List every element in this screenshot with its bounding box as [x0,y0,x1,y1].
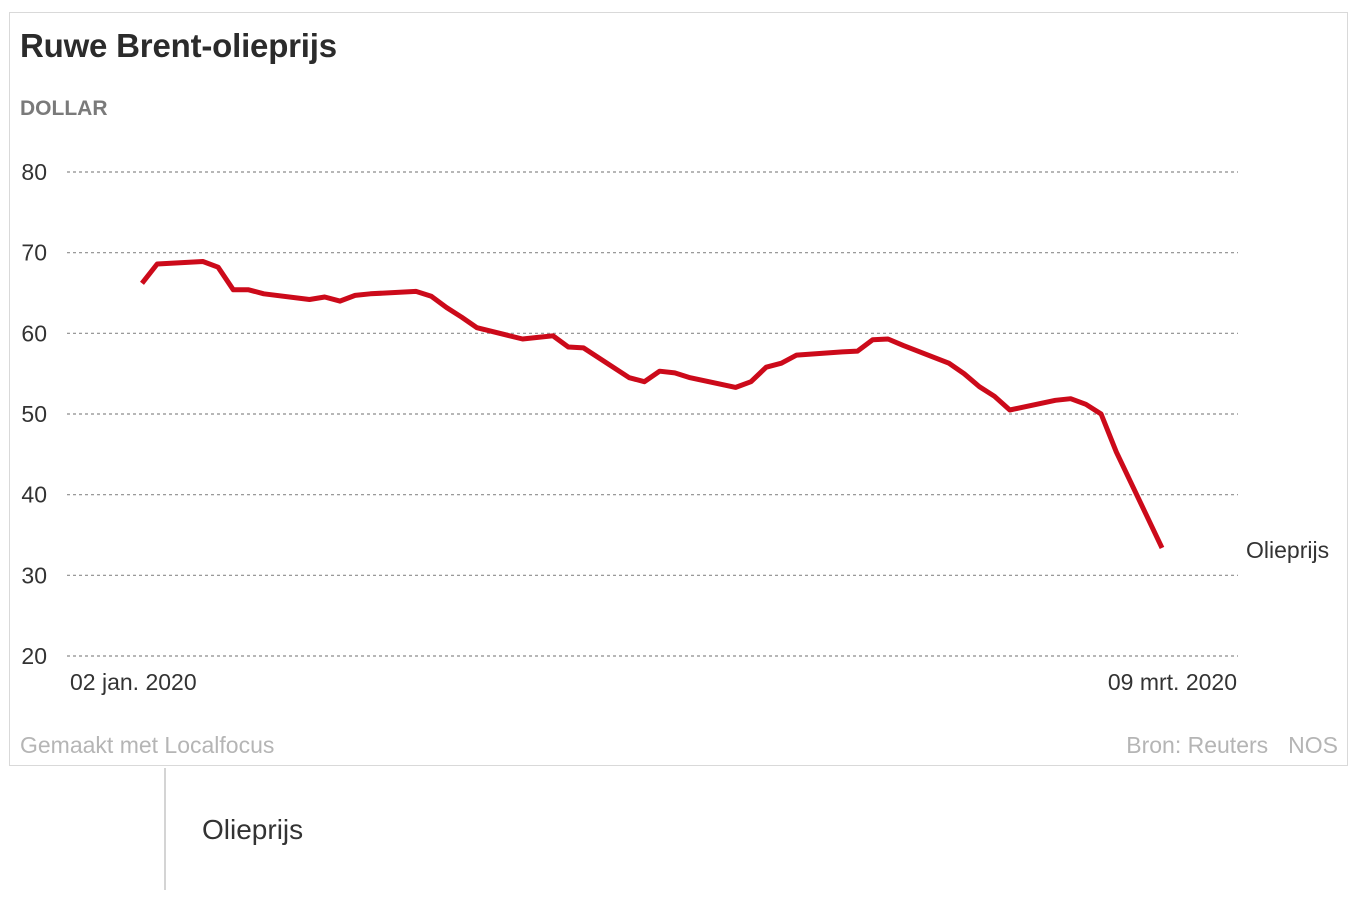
series-line-olieprijs [140,259,1165,549]
y-tick-label: 70 [21,240,47,266]
legend-divider [164,768,166,890]
y-tick-label: 40 [21,482,47,508]
y-unit-label: DOLLAR [20,97,108,120]
y-tick-label: 30 [21,562,47,588]
y-axis-ticks: 80 70 60 50 40 30 20 [21,159,47,669]
x-label-start: 02 jan. 2020 [70,669,197,695]
x-axis-labels: 02 jan. 2020 09 mrt. 2020 [70,669,1237,695]
x-label-end: 09 mrt. 2020 [1108,669,1237,695]
y-tick-label: 50 [21,401,47,427]
chart-card: Ruwe Brent-olieprijs DOLLAR 80 70 60 50 40 30… [9,12,1348,766]
series-end-label: Olieprijs [1246,537,1329,563]
source-credit: Bron: Reuters NOS [1126,732,1338,759]
gridlines [67,171,1238,657]
series-layer: Olieprijs [140,259,1329,563]
made-with-credit: Gemaakt met Localfocus [20,732,275,758]
y-tick-label: 60 [21,320,47,346]
source-label: Bron: Reuters [1126,732,1269,758]
y-tick-label: 20 [21,643,47,669]
y-tick-label: 80 [21,159,47,185]
legend-series-label: Olieprijs [202,814,304,845]
chart-title: Ruwe Brent-olieprijs [20,27,337,64]
brand-label: NOS [1288,732,1338,758]
